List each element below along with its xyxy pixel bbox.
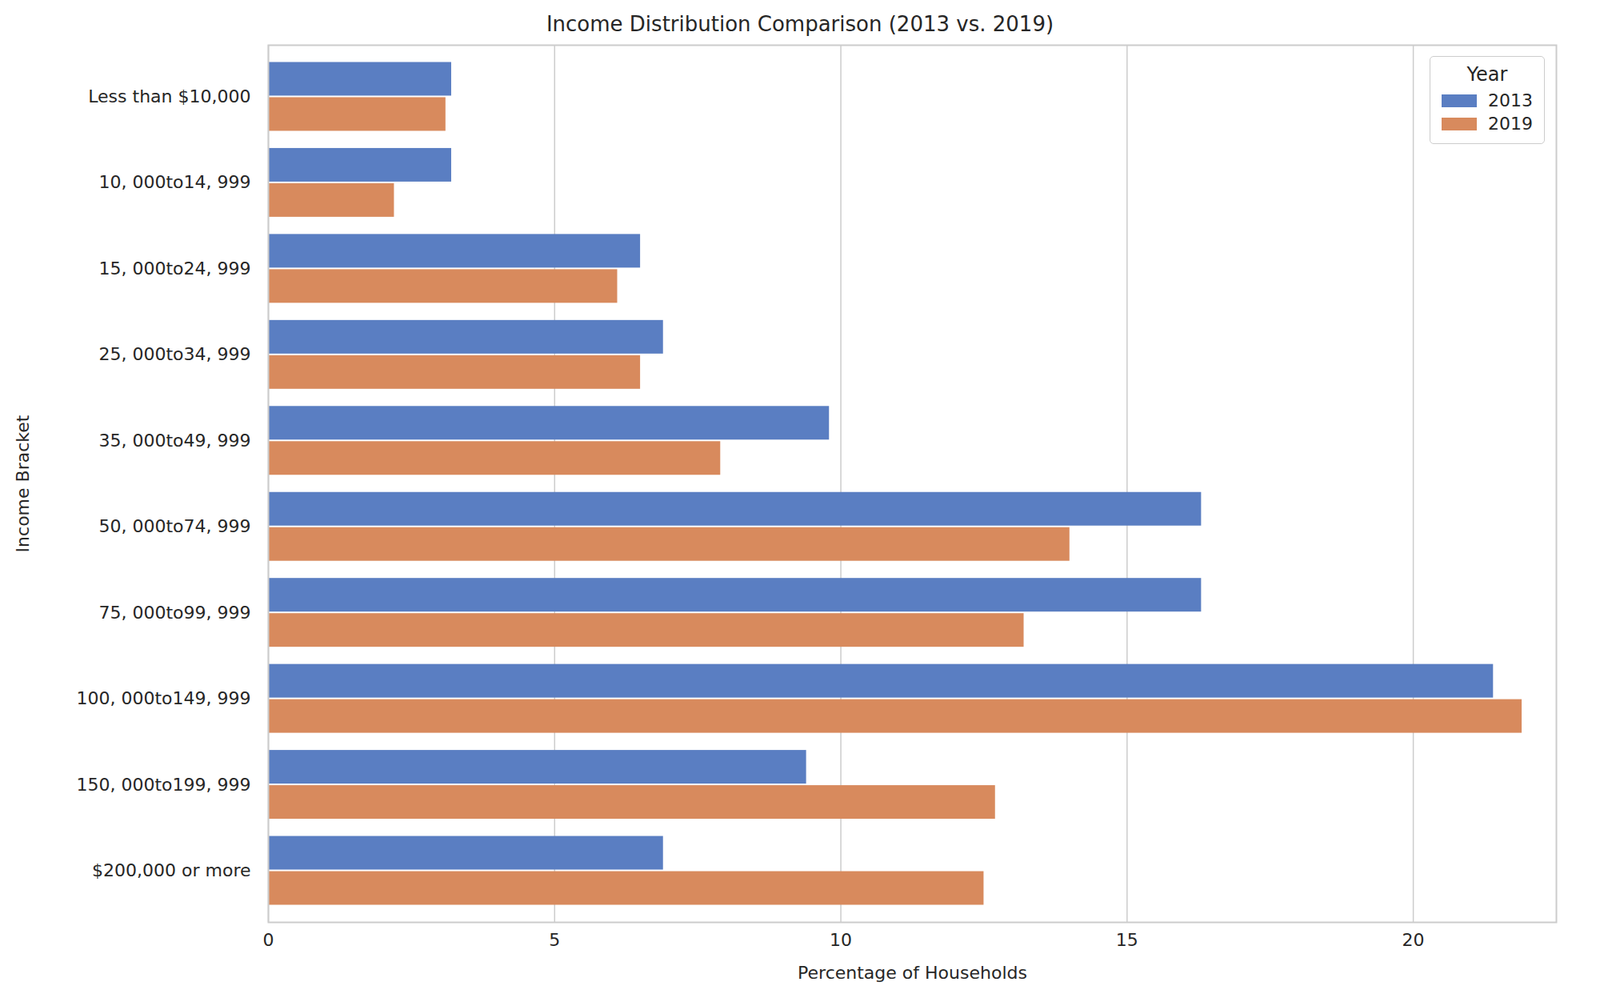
svg-text:25, 000to34, 999: 25, 000to34, 999: [98, 344, 251, 364]
svg-text:50, 000to74, 999: 50, 000to74, 999: [98, 516, 251, 536]
svg-text:Percentage of Households: Percentage of Households: [797, 962, 1028, 983]
svg-text:100, 000to149, 999: 100, 000to149, 999: [76, 688, 251, 708]
svg-text:$200,000 or more: $200,000 or more: [92, 860, 251, 880]
svg-text:Less than $10,000: Less than $10,000: [88, 86, 251, 107]
html-text:Income Distribution Comparison: Income Distribution Comparison (2013 vs.…: [546, 12, 1054, 36]
svg-text:150, 000to199, 999: 150, 000to199, 999: [76, 774, 251, 795]
svg-text:10: 10: [829, 929, 852, 950]
svg-text:15, 000to24, 999: 15, 000to24, 999: [98, 258, 251, 279]
html-text:2019: 2019: [1488, 113, 1533, 134]
html-text:2013: 2013: [1488, 90, 1533, 111]
svg-text:20: 20: [1402, 929, 1425, 950]
svg-text:Income Bracket: Income Bracket: [12, 414, 33, 552]
html-text:Year: Year: [1466, 63, 1508, 86]
svg-text:10, 000to14, 999: 10, 000to14, 999: [98, 172, 251, 192]
svg-text:35, 000to49, 999: 35, 000to49, 999: [98, 430, 251, 451]
svg-text:15: 15: [1116, 929, 1139, 950]
svg-text:5: 5: [548, 929, 560, 950]
svg-text:0: 0: [263, 929, 275, 950]
svg-text:75, 000to99, 999: 75, 000to99, 999: [98, 602, 251, 623]
